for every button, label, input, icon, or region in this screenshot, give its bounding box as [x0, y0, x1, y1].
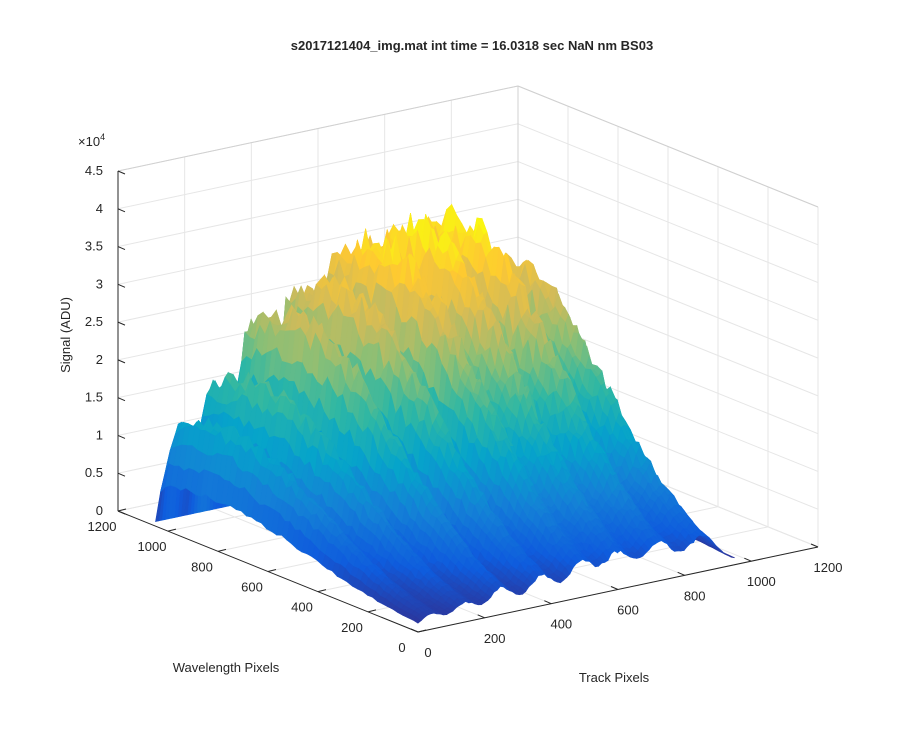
- grid-line: [517, 274, 819, 397]
- grid-line: [517, 198, 819, 321]
- grid-line: [117, 123, 519, 210]
- grid-line: [517, 236, 819, 359]
- grid-line: [517, 123, 819, 246]
- surface-plot: [155, 203, 735, 624]
- box-edge: [117, 85, 519, 172]
- grid-line: [517, 161, 819, 284]
- grid-line: [117, 161, 519, 248]
- box-edge: [517, 85, 819, 208]
